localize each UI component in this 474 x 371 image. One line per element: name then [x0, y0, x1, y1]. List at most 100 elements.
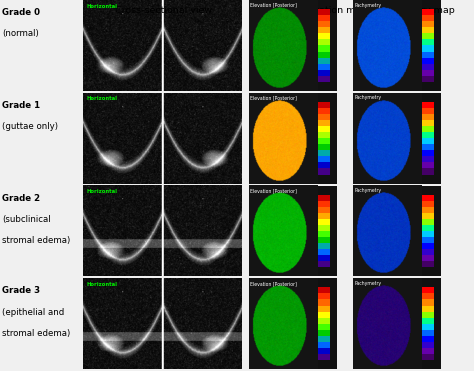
- FancyBboxPatch shape: [318, 207, 329, 213]
- FancyBboxPatch shape: [318, 312, 329, 318]
- FancyBboxPatch shape: [422, 157, 434, 162]
- FancyBboxPatch shape: [318, 15, 329, 21]
- FancyBboxPatch shape: [318, 150, 329, 157]
- FancyBboxPatch shape: [318, 144, 329, 150]
- FancyBboxPatch shape: [318, 342, 329, 348]
- FancyBboxPatch shape: [318, 138, 329, 144]
- Text: Cross-sectional view: Cross-sectional view: [115, 6, 212, 14]
- Text: Grade 0: Grade 0: [2, 8, 40, 17]
- Text: Elevation [Posterior]: Elevation [Posterior]: [250, 281, 297, 286]
- FancyBboxPatch shape: [318, 305, 329, 312]
- Text: (epithelial and: (epithelial and: [2, 308, 64, 316]
- FancyBboxPatch shape: [422, 108, 434, 114]
- FancyBboxPatch shape: [422, 33, 434, 39]
- FancyBboxPatch shape: [318, 21, 329, 27]
- Text: Horizontal: Horizontal: [86, 96, 117, 101]
- FancyBboxPatch shape: [422, 39, 434, 46]
- FancyBboxPatch shape: [422, 64, 434, 70]
- FancyBboxPatch shape: [422, 243, 434, 249]
- FancyBboxPatch shape: [422, 138, 434, 144]
- Text: Grade 1: Grade 1: [2, 101, 40, 110]
- FancyBboxPatch shape: [318, 58, 329, 64]
- Text: Pachymetry: Pachymetry: [354, 95, 381, 101]
- FancyBboxPatch shape: [318, 213, 329, 219]
- FancyBboxPatch shape: [422, 255, 434, 261]
- Text: Grade 3: Grade 3: [2, 286, 40, 295]
- Text: Pachymetry: Pachymetry: [354, 281, 381, 286]
- FancyBboxPatch shape: [249, 278, 337, 369]
- FancyBboxPatch shape: [318, 255, 329, 261]
- Text: Elevation [Posterior]: Elevation [Posterior]: [250, 3, 297, 8]
- FancyBboxPatch shape: [422, 15, 434, 21]
- FancyBboxPatch shape: [422, 70, 434, 76]
- FancyBboxPatch shape: [318, 261, 329, 267]
- FancyBboxPatch shape: [318, 201, 329, 207]
- Text: Horizontal: Horizontal: [86, 189, 117, 194]
- Text: Elevation [Posterior]: Elevation [Posterior]: [250, 95, 297, 101]
- FancyBboxPatch shape: [318, 108, 329, 114]
- FancyBboxPatch shape: [422, 168, 434, 175]
- FancyBboxPatch shape: [422, 27, 434, 33]
- FancyBboxPatch shape: [318, 249, 329, 255]
- FancyBboxPatch shape: [422, 348, 434, 354]
- FancyBboxPatch shape: [422, 58, 434, 64]
- FancyBboxPatch shape: [353, 0, 441, 91]
- FancyBboxPatch shape: [318, 219, 329, 225]
- FancyBboxPatch shape: [422, 249, 434, 255]
- FancyBboxPatch shape: [353, 93, 441, 184]
- FancyBboxPatch shape: [422, 46, 434, 52]
- FancyBboxPatch shape: [422, 293, 434, 299]
- FancyBboxPatch shape: [422, 318, 434, 324]
- FancyBboxPatch shape: [318, 27, 329, 33]
- Text: (guttae only): (guttae only): [2, 122, 58, 131]
- FancyBboxPatch shape: [422, 261, 434, 267]
- FancyBboxPatch shape: [422, 9, 434, 15]
- Text: Pachymetry: Pachymetry: [354, 3, 381, 8]
- FancyBboxPatch shape: [318, 293, 329, 299]
- FancyBboxPatch shape: [422, 342, 434, 348]
- FancyBboxPatch shape: [422, 330, 434, 336]
- FancyBboxPatch shape: [318, 287, 329, 293]
- FancyBboxPatch shape: [318, 194, 329, 201]
- FancyBboxPatch shape: [318, 70, 329, 76]
- FancyBboxPatch shape: [422, 219, 434, 225]
- Text: Grade 2: Grade 2: [2, 194, 40, 203]
- FancyBboxPatch shape: [422, 144, 434, 150]
- FancyBboxPatch shape: [318, 162, 329, 168]
- Text: Horizontal: Horizontal: [86, 282, 117, 287]
- FancyBboxPatch shape: [318, 46, 329, 52]
- FancyBboxPatch shape: [422, 132, 434, 138]
- FancyBboxPatch shape: [422, 114, 434, 120]
- FancyBboxPatch shape: [318, 114, 329, 120]
- FancyBboxPatch shape: [318, 225, 329, 231]
- FancyBboxPatch shape: [422, 213, 434, 219]
- FancyBboxPatch shape: [422, 299, 434, 305]
- FancyBboxPatch shape: [249, 93, 337, 184]
- FancyBboxPatch shape: [422, 126, 434, 132]
- FancyBboxPatch shape: [318, 33, 329, 39]
- FancyBboxPatch shape: [318, 76, 329, 82]
- FancyBboxPatch shape: [422, 162, 434, 168]
- FancyBboxPatch shape: [318, 237, 329, 243]
- FancyBboxPatch shape: [422, 76, 434, 82]
- FancyBboxPatch shape: [353, 278, 441, 369]
- FancyBboxPatch shape: [318, 330, 329, 336]
- FancyBboxPatch shape: [318, 354, 329, 360]
- FancyBboxPatch shape: [422, 231, 434, 237]
- FancyBboxPatch shape: [422, 354, 434, 360]
- FancyBboxPatch shape: [249, 186, 337, 276]
- FancyBboxPatch shape: [422, 120, 434, 126]
- FancyBboxPatch shape: [318, 132, 329, 138]
- FancyBboxPatch shape: [422, 194, 434, 201]
- FancyBboxPatch shape: [422, 207, 434, 213]
- Text: stromal edema): stromal edema): [2, 329, 71, 338]
- Text: Elevation [Posterior]: Elevation [Posterior]: [250, 188, 297, 193]
- Text: stromal edema): stromal edema): [2, 236, 71, 245]
- Text: Horizontal: Horizontal: [86, 4, 117, 9]
- FancyBboxPatch shape: [422, 225, 434, 231]
- Text: Pachymetry map: Pachymetry map: [374, 6, 455, 14]
- FancyBboxPatch shape: [318, 168, 329, 175]
- FancyBboxPatch shape: [318, 120, 329, 126]
- FancyBboxPatch shape: [249, 0, 337, 91]
- FancyBboxPatch shape: [422, 102, 434, 108]
